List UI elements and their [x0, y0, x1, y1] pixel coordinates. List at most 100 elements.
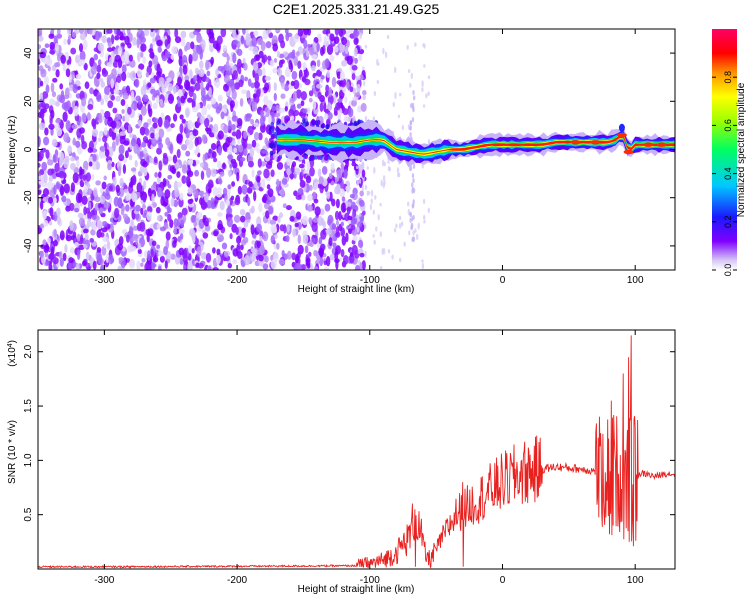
noise-speck — [361, 260, 366, 270]
noise-speck — [381, 159, 385, 167]
noise-speck — [222, 44, 228, 52]
noise-speck — [113, 88, 120, 95]
noise-speck — [219, 171, 225, 177]
noise-speck — [352, 235, 358, 241]
noise-speck — [373, 239, 376, 245]
noise-speck — [110, 95, 115, 101]
noise-speck — [320, 229, 327, 240]
noise-speck — [411, 173, 415, 179]
noise-speck — [289, 173, 295, 179]
noise-speck — [79, 234, 84, 243]
noise-speck — [297, 29, 304, 37]
noise-speck — [91, 215, 97, 220]
noise-speck — [284, 105, 288, 112]
noise-speck — [219, 200, 225, 211]
noise-speck — [83, 62, 88, 71]
noise-speck — [291, 49, 296, 60]
noise-speck — [56, 207, 61, 217]
noise-speck — [235, 227, 239, 235]
noise-speck — [104, 85, 110, 96]
noise-speck — [290, 115, 295, 121]
noise-speck — [81, 97, 87, 107]
ridge-blob — [623, 149, 634, 155]
noise-speck — [256, 240, 261, 249]
noise-speck — [46, 57, 53, 67]
noise-speck — [83, 184, 88, 193]
noise-speck — [268, 206, 274, 215]
noise-speck — [128, 154, 133, 161]
noise-speck — [201, 39, 206, 50]
noise-speck — [39, 250, 45, 258]
noise-speck — [297, 234, 301, 245]
noise-speck — [205, 59, 210, 71]
noise-speck — [190, 41, 195, 50]
noise-speck — [249, 252, 256, 263]
noise-speck — [259, 116, 265, 127]
noise-speck — [230, 195, 235, 201]
noise-speck — [70, 47, 77, 55]
noise-speck — [278, 33, 284, 44]
noise-speck — [291, 161, 297, 168]
noise-speck — [354, 264, 361, 270]
noise-speck — [147, 118, 152, 125]
noise-speck — [286, 223, 290, 233]
noise-speck — [333, 36, 340, 44]
noise-speck — [319, 46, 325, 57]
noise-speck — [356, 226, 360, 233]
noise-speck — [187, 198, 193, 205]
noise-speck — [79, 50, 86, 62]
noise-speck — [53, 228, 57, 238]
noise-speck — [98, 131, 102, 139]
noise-speck — [271, 134, 275, 140]
noise-speck — [331, 76, 337, 88]
noise-speck — [38, 175, 44, 181]
noise-speck — [332, 94, 337, 104]
noise-speck — [285, 205, 292, 211]
noise-speck — [334, 29, 340, 36]
noise-speck — [164, 80, 170, 88]
noise-speck — [382, 47, 385, 55]
noise-speck — [177, 181, 182, 188]
noise-speck — [204, 152, 209, 161]
noise-speck — [246, 143, 253, 150]
noise-speck — [245, 33, 251, 44]
noise-speck — [319, 247, 324, 258]
noise-speck — [409, 165, 413, 171]
noise-speck — [335, 231, 341, 238]
noise-speck — [164, 189, 171, 199]
noise-speck — [407, 69, 411, 74]
noise-speck — [196, 112, 202, 118]
noise-speck — [191, 51, 199, 62]
noise-speck — [264, 137, 269, 146]
noise-speck — [382, 175, 386, 182]
noise-speck — [148, 60, 153, 68]
noise-speck — [366, 166, 369, 170]
noise-speck — [207, 188, 212, 194]
noise-speck — [303, 69, 310, 78]
noise-speck — [104, 149, 110, 158]
noise-speck — [409, 211, 412, 217]
noise-speck — [65, 68, 71, 78]
noise-speck — [238, 79, 244, 88]
noise-speck — [351, 229, 358, 236]
noise-speck — [157, 116, 163, 128]
noise-speck — [337, 98, 343, 103]
noise-speck — [90, 228, 96, 236]
noise-speck — [170, 197, 175, 207]
noise-speck — [85, 207, 91, 214]
noise-speck — [341, 196, 346, 202]
noise-speck — [411, 182, 414, 188]
noise-speck — [177, 88, 183, 97]
noise-speck — [196, 246, 202, 257]
noise-speck — [188, 53, 193, 65]
noise-speck — [326, 227, 332, 236]
noise-speck — [311, 221, 318, 233]
noise-speck — [328, 172, 333, 180]
noise-speck — [144, 128, 150, 136]
noise-speck — [361, 184, 365, 192]
noise-speck — [306, 107, 311, 114]
noise-speck — [285, 31, 290, 42]
noise-speck — [101, 227, 108, 233]
noise-speck — [353, 47, 358, 57]
noise-speck — [44, 43, 50, 49]
